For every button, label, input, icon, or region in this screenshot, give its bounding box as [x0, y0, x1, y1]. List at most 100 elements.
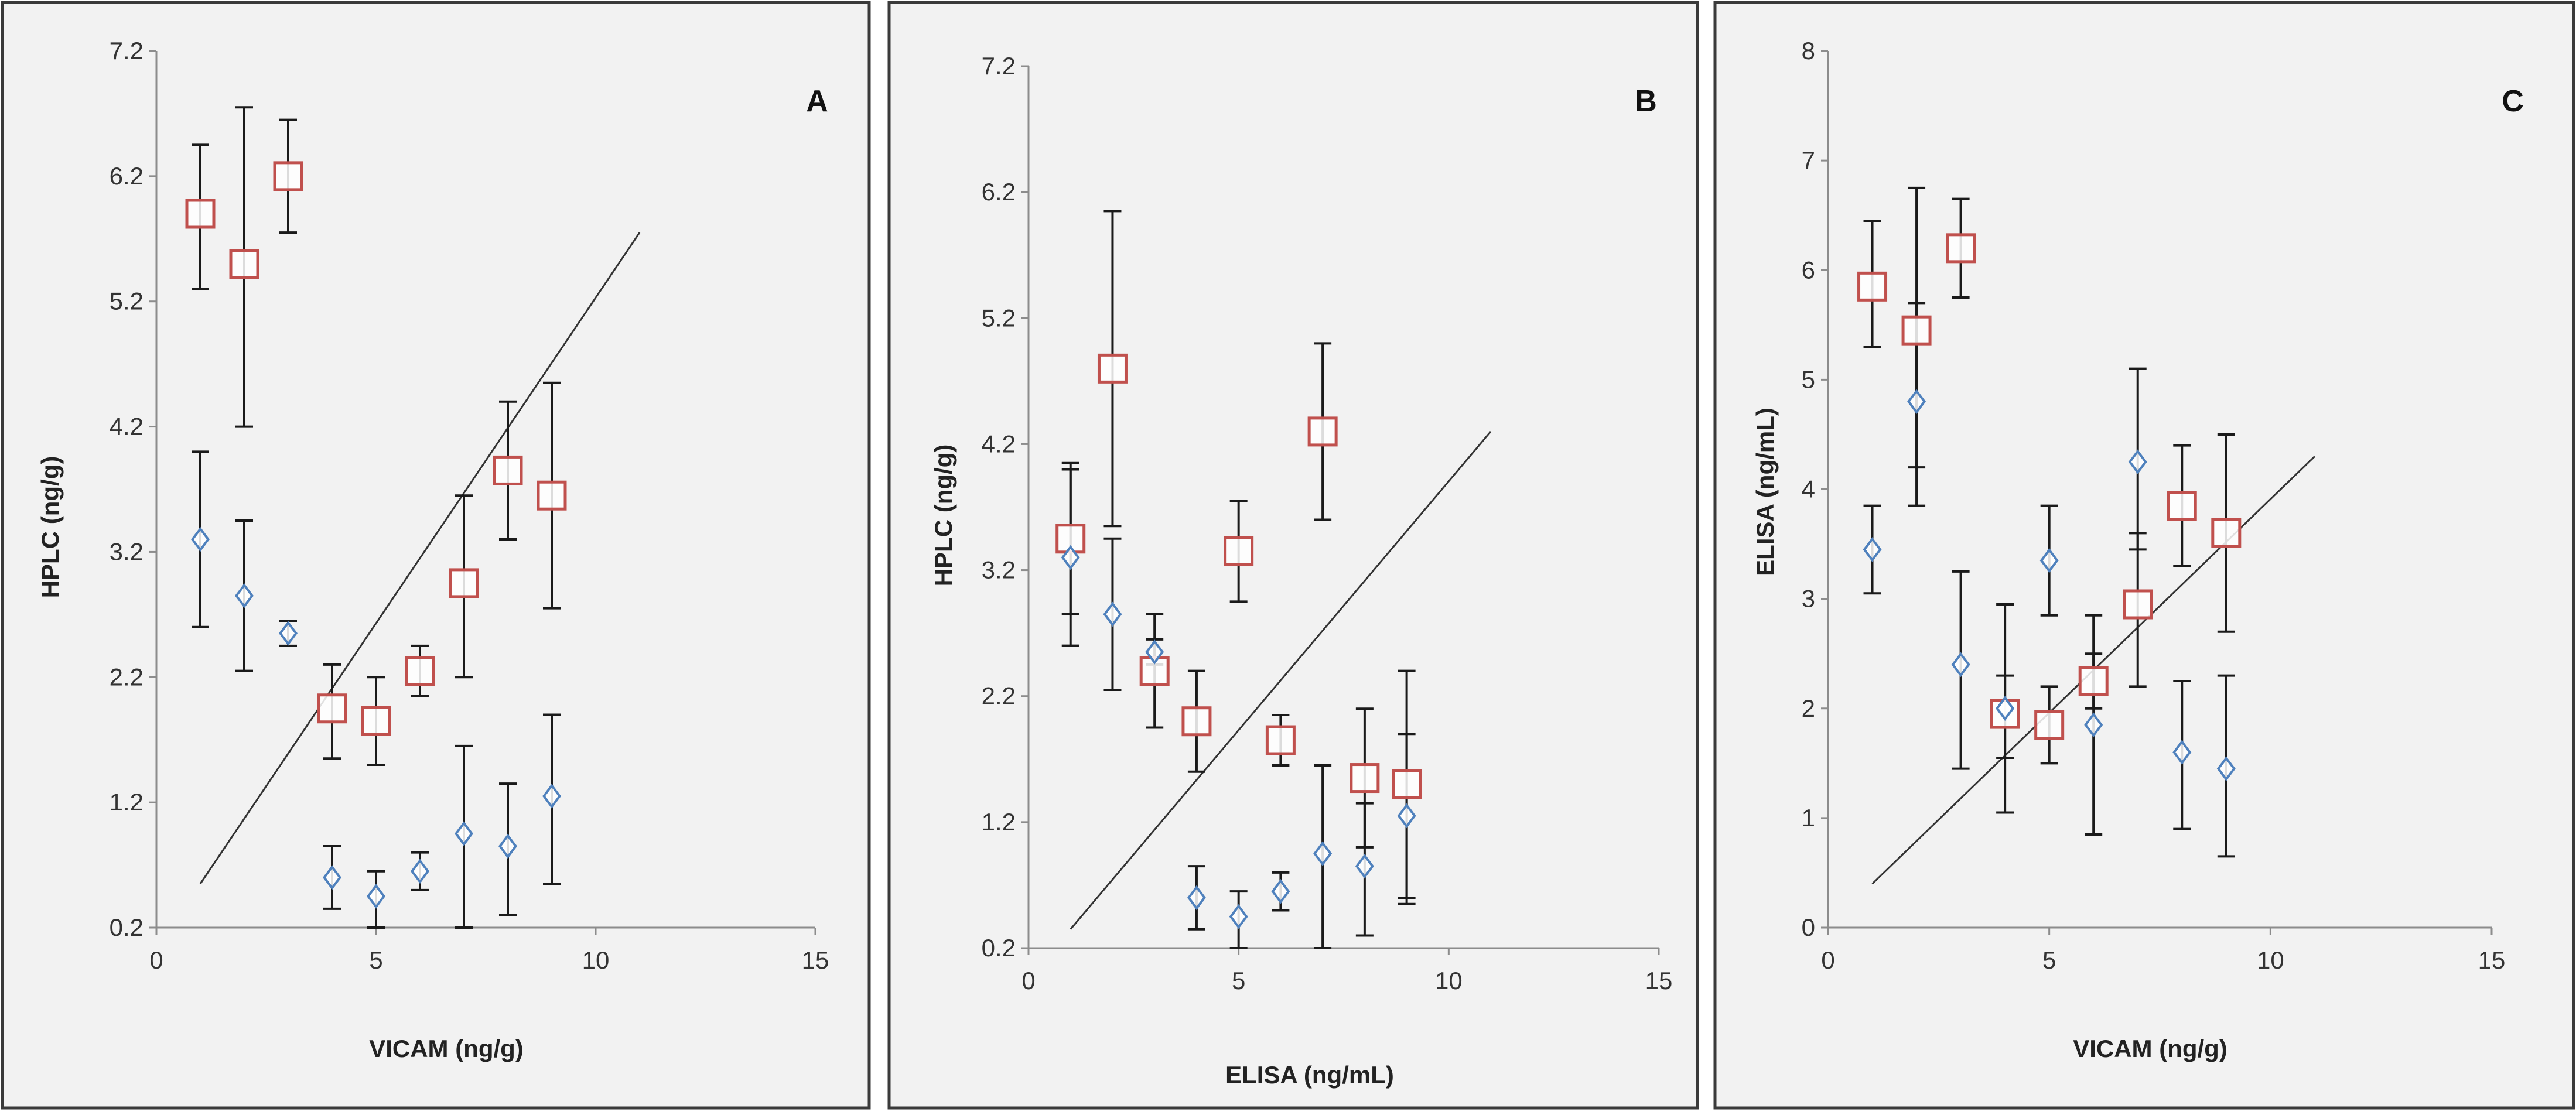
panel-a-diamond-marker: [323, 865, 341, 890]
panel-c-y-axis-title: ELISA (ng/mL): [1751, 408, 1779, 576]
panel-a-square-marker: [229, 249, 259, 279]
panel-a-y-tick-label: 1.2: [110, 788, 144, 816]
panel-b-square-marker: [1181, 706, 1212, 737]
panel-a-y-tick-label: 0.2: [110, 914, 144, 941]
panel-c-background: [1713, 1, 2575, 1110]
panel-a-y-tick-label: 4.2: [110, 413, 144, 440]
panel-c-diamond-marker: [1996, 696, 2015, 721]
panel-a-background: [1, 1, 871, 1110]
panel-b-y-tick-label: 3.2: [982, 556, 1016, 584]
panel-a-x-tick-label: 0: [149, 946, 163, 974]
panel-a-x-tick-label: 5: [369, 946, 382, 974]
panel-a-y-tick-label: 5.2: [110, 288, 144, 315]
panel-b-y-tick-label: 4.2: [982, 430, 1016, 457]
panel-a-diamond-marker: [542, 784, 561, 809]
panel-b-square-marker: [1307, 416, 1338, 447]
panel-c-y-tick-label: 4: [1802, 476, 1815, 503]
panel-c-diamond-marker: [2128, 449, 2147, 475]
panel-a-square-marker: [273, 161, 303, 191]
panel-a-diamond-marker: [411, 859, 429, 884]
panel-a-diamond-marker: [498, 833, 517, 859]
panel-c-x-tick-label: 0: [1821, 946, 1834, 974]
panel-b-x-axis-title: ELISA (ng/mL): [1225, 1061, 1394, 1089]
panel-b-diamond-marker: [1061, 545, 1080, 570]
panel-c-square-marker: [2167, 491, 2197, 521]
panel-a-square-marker: [537, 480, 567, 511]
panel-a-letter: A: [806, 84, 828, 118]
panel-c-diamond-marker: [2039, 548, 2059, 573]
panel-b-diamond-marker: [1397, 803, 1416, 829]
panel-c-square-marker: [1901, 315, 1932, 346]
panel-c-y-tick-label: 7: [1802, 146, 1815, 174]
panel-a-x-axis-title: VICAM (ng/g): [369, 1035, 524, 1062]
panel-b-y-tick-label: 0.2: [982, 934, 1016, 962]
panel-b: 0.2 1.2 2.2 3.2 4.2 5.2 6.2 7.2 0 5 10 15 B ELISA (…: [887, 1, 1699, 1110]
panel-b-x-tick-label: 0: [1021, 967, 1035, 994]
panel-a-square-marker: [405, 656, 435, 686]
panel-b-square-marker: [1097, 353, 1128, 384]
panel-a-trend-line: [199, 232, 641, 884]
panel-c-square-marker: [2078, 666, 2109, 696]
panel-b-diamond-marker: [1103, 601, 1122, 627]
panel-c-diamond-marker: [2216, 756, 2236, 782]
panel-a-plot-area: 0.2 1.2 2.2 3.2 4.2 5.2 6.2 7.2 0 5 10 15: [110, 37, 829, 974]
panel-c-square-marker: [2211, 518, 2242, 548]
panel-c-square-marker: [1946, 233, 1976, 264]
panel-c-y-tick-label: 6: [1802, 256, 1815, 283]
panel-b-square-marker: [1350, 763, 1380, 794]
panel-c-x-axis-title: VICAM (ng/g): [2073, 1035, 2227, 1062]
panel-c-diamond-marker: [2172, 740, 2192, 765]
panel-a-x-tick-label: 15: [802, 946, 829, 974]
panel-c-x-tick-label: 10: [2257, 946, 2284, 974]
panel-a-square-marker: [185, 199, 216, 229]
panel-a-y-tick-label: 7.2: [110, 37, 144, 64]
panel-c-diamond-marker: [1951, 652, 1970, 678]
panel-a-square-marker: [361, 706, 391, 736]
panel-c-square-marker: [1857, 271, 1888, 302]
panel-a-y-axis-title: HPLC (ng/g): [36, 456, 64, 598]
panel-b-diamond-marker: [1355, 853, 1374, 879]
panel-c-diamond-marker: [1863, 537, 1882, 562]
panel-b-diamond-marker: [1145, 639, 1164, 665]
panel-b-y-tick-label: 1.2: [982, 808, 1016, 836]
panel-a-y-tick-label: 2.2: [110, 663, 144, 690]
panel-b-x-tick-label: 10: [1435, 967, 1463, 994]
panel-c-y-tick-label: 3: [1802, 585, 1815, 613]
panel-b-x-tick-label: 15: [1645, 967, 1673, 994]
panel-c-y-tick-label: 0: [1802, 914, 1815, 941]
panel-b-square-marker: [1392, 769, 1422, 799]
panel-b-plot-area: 0.2 1.2 2.2 3.2 4.2 5.2 6.2 7.2 0 5 10 15: [982, 52, 1673, 994]
panel-b-x-tick-label: 5: [1232, 967, 1245, 994]
panel-c-square-marker: [2034, 710, 2065, 740]
panel-a-square-marker: [493, 455, 523, 485]
panel-c-diamond-marker: [1907, 389, 1926, 415]
panel-b-square-marker: [1265, 725, 1296, 755]
panel-a-diamond-marker: [455, 821, 473, 846]
panel-c-letter: C: [2502, 84, 2524, 118]
panel-a-y-tick-label: 6.2: [110, 162, 144, 190]
panel-a-diamond-marker: [367, 884, 385, 909]
panel-b-y-tick-label: 2.2: [982, 682, 1016, 710]
panel-b-trend-line: [1070, 430, 1492, 930]
panel-a-y-tick-label: 3.2: [110, 538, 144, 565]
panel-c-plot-area: 0 1 2 3 4 5 6 7 8 0 5 10 15: [1802, 37, 2506, 974]
panel-a-diamond-marker: [235, 583, 254, 608]
panel-c: 0 1 2 3 4 5 6 7 8 0 5 10 15 C VICAM (ng/g) ELISA (ng…: [1713, 1, 2575, 1110]
panel-c-x-tick-label: 5: [2042, 946, 2056, 974]
panel-a: 0.2 1.2 2.2 3.2 4.2 5.2 6.2 7.2 0 5 10 15 A VICAM (…: [1, 1, 871, 1110]
panel-b-square-marker: [1224, 536, 1254, 566]
panel-b-y-axis-title: HPLC (ng/g): [930, 444, 957, 587]
panel-b-y-tick-label: 6.2: [982, 178, 1016, 206]
panel-c-x-tick-label: 15: [2478, 946, 2506, 974]
panel-a-square-marker: [449, 568, 479, 598]
panel-b-background: [887, 1, 1699, 1110]
panel-b-y-tick-label: 7.2: [982, 52, 1016, 80]
panel-b-diamond-marker: [1313, 841, 1333, 866]
panel-b-y-tick-label: 5.2: [982, 304, 1016, 331]
panel-b-letter: B: [1635, 84, 1657, 118]
panel-a-square-marker: [317, 693, 347, 724]
panel-b-diamond-marker: [1187, 885, 1206, 911]
panel-c-y-tick-label: 2: [1802, 695, 1815, 722]
panel-a-diamond-marker: [191, 526, 210, 552]
panel-c-y-tick-label: 8: [1802, 37, 1815, 64]
